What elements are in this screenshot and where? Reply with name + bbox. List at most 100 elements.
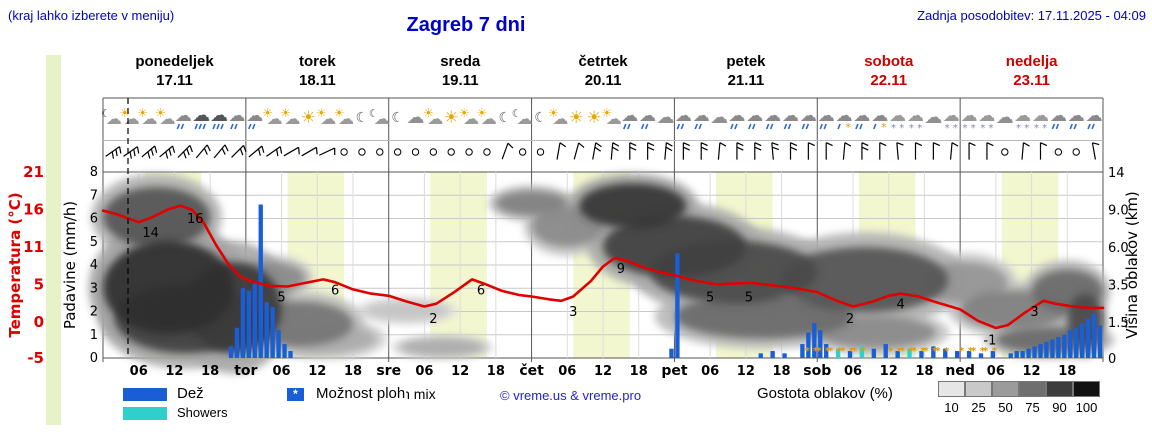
wind-barb-feather (239, 148, 244, 156)
precip-axis-tick: 3 (90, 281, 98, 296)
x-hour-tick: 12 (594, 364, 612, 379)
wind-barb-feather (683, 146, 690, 151)
rain-bar (1020, 351, 1025, 358)
sun-icon: ☀ (301, 108, 316, 128)
cloud-blob (579, 183, 687, 229)
rain-icon: ☁ (746, 106, 763, 126)
rain-drop (1055, 123, 1060, 130)
calm-wind-icon (447, 148, 455, 156)
wind-barb-feather (118, 146, 122, 154)
wind-barb-feather (1092, 142, 1100, 146)
snow-icon: ☁ (889, 106, 906, 126)
moon-cloud-icon: ☁ (106, 109, 122, 128)
rain-drop (783, 123, 788, 130)
wind-barb-staff (301, 146, 317, 157)
calm-wind-icon (518, 148, 527, 156)
wind-barb-feather (186, 148, 190, 156)
rain-bar (782, 353, 787, 358)
wind-barb-staff (123, 146, 138, 157)
rain-bar (1056, 337, 1061, 358)
wind-barb-staff (319, 147, 335, 156)
wind-barb-feather (861, 142, 869, 147)
rain-bar (270, 306, 275, 358)
x-day-abbr: ned (945, 363, 974, 379)
rain-icon: ☁ (1086, 106, 1103, 126)
credit-link[interactable]: © vreme.us & vreme.pro (500, 388, 642, 403)
temp-axis-tick: 11 (23, 238, 44, 256)
wind-barb-staff (159, 145, 174, 158)
rain-drop (859, 123, 863, 130)
wind-barb-staff (556, 142, 561, 160)
rain-bar (812, 323, 817, 358)
showers-bar (859, 346, 865, 358)
wind-barb-feather (276, 149, 279, 157)
wind-barb-feather (1040, 142, 1048, 147)
rain-drop (1051, 123, 1056, 130)
snow-icon: * * (962, 123, 975, 134)
sleet-icon: * (845, 121, 851, 134)
page-title: Zagreb 7 dni (406, 14, 526, 36)
snow-icon: ☁ (1014, 106, 1031, 126)
x-day-abbr: sre (376, 363, 401, 379)
temperature-line (101, 204, 1105, 330)
rain-drop (676, 123, 681, 130)
moon-icon: ☾ (534, 110, 547, 126)
wind-barb-feather (168, 148, 172, 156)
cloud-icon: ☁ (710, 107, 728, 128)
wind-barb-staff (842, 142, 846, 160)
rain-bar (675, 253, 680, 358)
showers-legend-label: Showers (177, 405, 228, 420)
calm-wind-icon (1001, 148, 1009, 156)
wind-barb-feather (111, 151, 115, 159)
rain-bar (978, 353, 984, 358)
partly-icon: ☀ (477, 106, 488, 120)
rain-bar (1074, 327, 1079, 358)
rain-icon: ☁ (228, 106, 245, 126)
wind-barb-feather (279, 146, 283, 154)
rain-drop (765, 123, 770, 130)
rain-drop (198, 123, 202, 130)
partly-icon: ☁ (606, 109, 622, 128)
precip-axis-tick: 0 (90, 351, 98, 366)
partly-icon: ☀ (602, 106, 613, 120)
rain-icon: ☁ (693, 106, 710, 126)
frozen-mix-marker: * * (816, 346, 831, 357)
precip-axis-tick: 5 (90, 235, 98, 250)
temperature-value-label: 3 (569, 305, 577, 320)
wind-barb-feather (986, 142, 994, 147)
wind-barb-feather (736, 142, 744, 147)
calm-wind-icon (340, 148, 348, 156)
rain-icon: ☁ (246, 106, 263, 126)
cloud-blob (103, 240, 234, 334)
temp-axis-title: Temperatura (°C) (6, 192, 24, 337)
cloud-icon: ☁ (996, 107, 1014, 128)
sun-icon: ☀ (444, 108, 459, 128)
x-hour-tick: 06 (987, 364, 1005, 379)
precip-axis-tick: 7 (90, 188, 98, 203)
cloud-blob (103, 187, 211, 247)
chance-legend-swatch: * (287, 388, 304, 401)
wind-barb-feather (629, 146, 637, 151)
density-scale-value: 100 (1075, 400, 1098, 415)
wind-barb-feather (147, 151, 151, 159)
partly-icon: ☀ (155, 106, 166, 120)
rain-bar (276, 330, 281, 358)
rain-bar (1026, 348, 1031, 358)
moon-cloud-icon: ☾ (512, 107, 522, 120)
rain-drop (694, 123, 698, 130)
cloud-axis-tick: 1.5 (1108, 316, 1129, 331)
wind-barb-staff (1091, 142, 1096, 160)
rain-drop (1073, 123, 1077, 130)
partly-icon: ☀ (548, 106, 559, 120)
wind-barb-feather (183, 151, 187, 159)
wind-barb-feather (629, 142, 637, 147)
wind-barb-feather (242, 145, 247, 153)
wind-barb-feather (154, 145, 158, 153)
day-header-ponedeljek: ponedeljek 17.11 (135, 53, 214, 89)
partly-icon: ☀ (459, 106, 470, 120)
frozen-mix-marker: * * (923, 346, 938, 357)
cloud-axis-tick: 3.5 (1108, 279, 1129, 294)
frozen-mix-marker: * * (911, 346, 926, 357)
